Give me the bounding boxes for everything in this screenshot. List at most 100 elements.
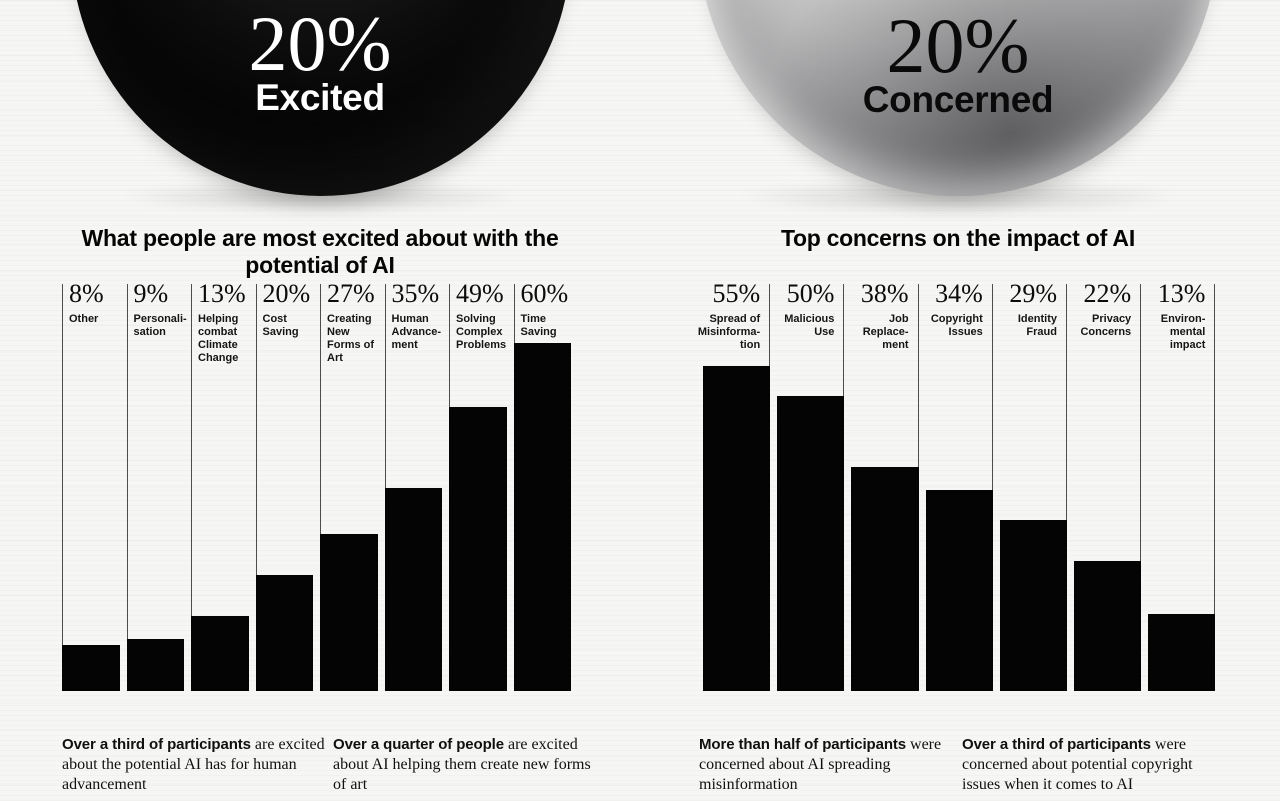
bar bbox=[255, 575, 313, 691]
column-divider-line bbox=[384, 284, 386, 691]
bar-value-label: 49% bbox=[456, 279, 504, 308]
bar-category-label: Cost Saving bbox=[262, 313, 299, 338]
bar-category-label: Copyright Issues bbox=[930, 313, 983, 338]
footnote-lead: More than half of participants bbox=[699, 736, 907, 753]
chart-column: 27% Creating New Forms of Art bbox=[320, 279, 385, 691]
bar-category-label: Creating New Forms of Art bbox=[327, 313, 375, 364]
footnote: Over a third of participants are excited… bbox=[62, 735, 347, 795]
chart-column: 35% Human Advance- ment bbox=[384, 279, 450, 691]
bar-value-label: 22% bbox=[1083, 279, 1132, 308]
bar-value-label: 35% bbox=[391, 279, 440, 308]
bar-value-label: 29% bbox=[1009, 279, 1057, 308]
bar-value-label: 60% bbox=[520, 279, 569, 308]
bar bbox=[384, 488, 442, 691]
footnote-lead: Over a third of participants bbox=[62, 736, 251, 753]
column-divider-line bbox=[1065, 284, 1067, 691]
footnote-body: were concerned about AI spreading misinf… bbox=[699, 736, 942, 793]
chart-column: 9% Personali- sation bbox=[126, 279, 192, 691]
footnote: Over a quarter of people are excited abo… bbox=[333, 735, 595, 795]
chart-column: 55% Spread of Misinforma- tion bbox=[696, 279, 771, 691]
footnote-body: are excited about AI helping them create… bbox=[333, 736, 591, 793]
bar-value-label: 34% bbox=[935, 279, 983, 308]
excited-bubble-text: 20% Excited bbox=[170, 0, 470, 118]
chart-column: 34% Copyright Issues bbox=[919, 279, 993, 691]
bar-category-label: Helping combat Climate Change bbox=[198, 313, 239, 364]
chart-column: 29% Identity Fraud bbox=[993, 279, 1067, 691]
footnote-lead: Over a quarter of people bbox=[333, 736, 504, 753]
column-divider-line bbox=[320, 284, 321, 691]
title-emphasis: Top concerns bbox=[780, 225, 927, 252]
bar-value-label: 13% bbox=[1157, 279, 1206, 308]
excited-percentage: 20% bbox=[248, 0, 392, 87]
chart-column: 13% Helping combat Climate Change bbox=[191, 279, 256, 691]
concerned-bar-chart: 55% Spread of Misinforma- tion 50% Maliciou… bbox=[696, 279, 1216, 691]
bar bbox=[851, 467, 919, 691]
bar bbox=[999, 520, 1067, 691]
title-text: What people are bbox=[81, 225, 263, 252]
footnote: More than half of participants were conc… bbox=[699, 735, 951, 795]
chart-column: 60% Time Saving bbox=[513, 279, 579, 691]
bar bbox=[925, 490, 993, 691]
bar-category-label: Spread of Misinforma- tion bbox=[697, 313, 761, 351]
column-divider-line bbox=[991, 284, 993, 691]
column-divider-line bbox=[62, 284, 63, 691]
bar bbox=[703, 366, 771, 691]
bar-category-label: Environ- mental impact bbox=[1160, 313, 1206, 351]
chart-column: 49% Solving Complex Problems bbox=[449, 279, 514, 691]
bar bbox=[1148, 614, 1216, 691]
bar bbox=[126, 639, 184, 691]
concerned-bubble-text: 20% Concerned bbox=[808, 2, 1108, 120]
concerned-label: Concerned bbox=[862, 79, 1054, 120]
bar bbox=[449, 407, 507, 691]
concerned-percentage: 20% bbox=[886, 2, 1030, 89]
bar-value-label: 55% bbox=[712, 279, 761, 308]
chart-column: 20% Cost Saving bbox=[255, 279, 321, 691]
column-divider-line bbox=[1214, 284, 1216, 691]
bar-category-label: Malicious Use bbox=[784, 313, 835, 338]
footnote: Over a third of participants were concer… bbox=[962, 735, 1234, 795]
chart-column: 50% Malicious Use bbox=[770, 279, 845, 691]
bar-category-label: Time Saving bbox=[520, 313, 557, 338]
excited-chart-title: What people are most excited about with … bbox=[64, 225, 576, 279]
bar-category-label: Solving Complex Problems bbox=[456, 313, 507, 351]
chart-column: 13% Environ- mental impact bbox=[1141, 279, 1216, 691]
footnote-lead: Over a third of participants bbox=[962, 736, 1151, 753]
bar-category-label: Human Advance- ment bbox=[391, 313, 442, 351]
bar bbox=[191, 616, 249, 691]
column-divider-line bbox=[191, 284, 192, 691]
bar-value-label: 38% bbox=[860, 279, 909, 308]
column-divider-line bbox=[1140, 284, 1142, 691]
bar-value-label: 8% bbox=[69, 279, 104, 308]
concerned-chart-title: Top concerns on the impact of AI bbox=[700, 225, 1216, 252]
footnote-body: are excited about the potential AI has f… bbox=[62, 736, 325, 793]
excited-bar-chart: 8% Other 9% Personali- sation 13% Helping com… bbox=[62, 279, 579, 691]
title-emphasis: most excited bbox=[262, 225, 400, 252]
bar-value-label: 13% bbox=[198, 279, 246, 308]
bar-value-label: 20% bbox=[262, 279, 311, 308]
bar bbox=[320, 534, 378, 691]
bar-category-label: Job Replace- ment bbox=[862, 313, 909, 351]
bar-category-label: Other bbox=[69, 313, 99, 325]
bar-category-label: Privacy Concerns bbox=[1080, 313, 1132, 338]
bar-value-label: 9% bbox=[133, 279, 169, 308]
excited-label: Excited bbox=[255, 77, 385, 118]
bar bbox=[62, 645, 120, 691]
chart-column: 38% Job Replace- ment bbox=[844, 279, 919, 691]
bar-category-label: Identity Fraud bbox=[1017, 313, 1057, 338]
title-text: on the impact of AI bbox=[926, 225, 1136, 252]
bar-category-label: Personali- sation bbox=[133, 313, 187, 338]
footnote-body: were concerned about potential copyright… bbox=[962, 736, 1193, 793]
bar-value-label: 50% bbox=[786, 279, 835, 308]
bar bbox=[1074, 561, 1142, 691]
bar-value-label: 27% bbox=[327, 279, 375, 308]
column-divider-line bbox=[255, 284, 257, 691]
title-text: about with the potential of AI bbox=[245, 225, 559, 279]
bar bbox=[513, 343, 571, 691]
bar bbox=[777, 396, 845, 691]
chart-column: 8% Other bbox=[62, 279, 127, 691]
chart-column: 22% Privacy Concerns bbox=[1067, 279, 1142, 691]
column-divider-line bbox=[126, 284, 128, 691]
